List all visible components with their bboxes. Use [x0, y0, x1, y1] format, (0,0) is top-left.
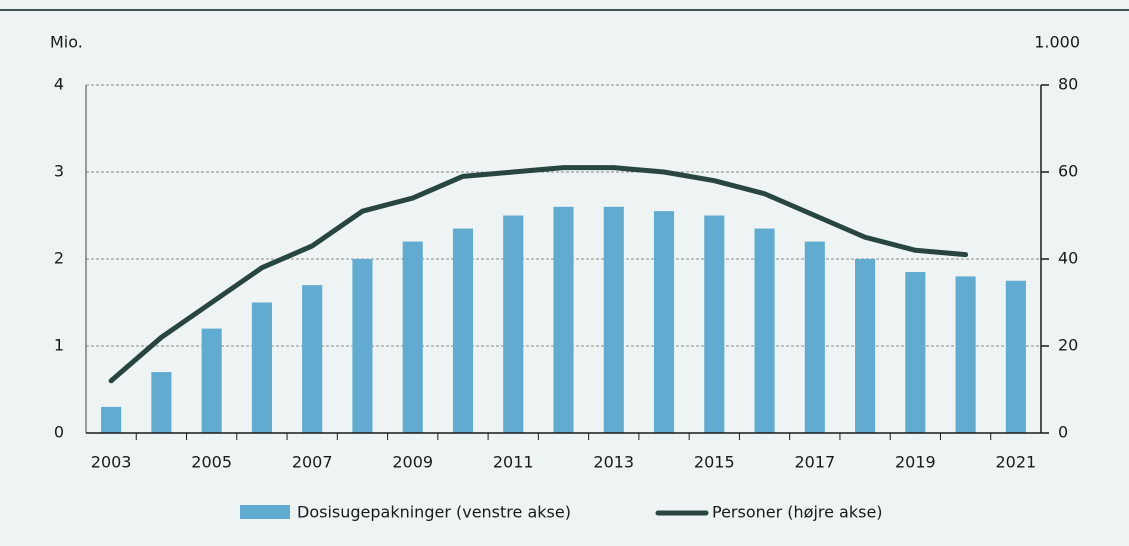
x-tick-label: 2015 — [694, 453, 735, 472]
bar — [804, 241, 825, 433]
line — [108, 165, 969, 384]
y2-tick-label: 80 — [1058, 75, 1078, 94]
x-tick-label: 2019 — [895, 453, 936, 472]
y2-axis-unit: 1.000 — [1034, 33, 1080, 52]
bar — [503, 215, 524, 433]
bar — [653, 211, 675, 433]
x-tick-label: 2005 — [191, 453, 232, 472]
y-tick-label: 0 — [54, 423, 64, 442]
bar — [1005, 280, 1026, 433]
bar — [754, 228, 775, 433]
y-tick-label: 2 — [54, 249, 64, 268]
bar — [402, 241, 423, 433]
y2-tick-label: 0 — [1058, 423, 1068, 442]
x-tick-label: 2011 — [493, 453, 534, 472]
bar — [251, 302, 272, 433]
bar — [151, 372, 172, 433]
x-tick-label: 2021 — [996, 453, 1037, 472]
bar — [704, 215, 725, 433]
bar — [452, 228, 474, 433]
bar — [352, 259, 373, 433]
bar — [955, 276, 976, 433]
bar — [855, 259, 876, 433]
x-tick-label: 2007 — [292, 453, 333, 472]
bar — [201, 328, 222, 433]
x-tick-label: 2017 — [794, 453, 835, 472]
bar — [603, 206, 624, 433]
x-tick-label: 2009 — [392, 453, 433, 472]
y-tick-label: 4 — [54, 75, 64, 94]
y2-tick-label: 40 — [1058, 249, 1078, 268]
y2-tick-label: 20 — [1058, 336, 1078, 355]
bar — [553, 206, 574, 433]
x-tick-label: 2013 — [593, 453, 634, 472]
y-tick-label: 1 — [54, 336, 64, 355]
bar — [101, 406, 122, 433]
bar — [905, 272, 926, 433]
x-tick-label: 2003 — [91, 453, 132, 472]
bar — [302, 285, 323, 433]
y-tick-label: 3 — [54, 162, 64, 181]
y2-tick-label: 60 — [1058, 162, 1078, 181]
legend-label: Dosisugepakninger (venstre akse) — [297, 503, 571, 522]
legend-swatch — [240, 505, 290, 519]
y-axis-unit: Mio. — [50, 33, 83, 52]
legend-label: Personer (højre akse) — [712, 503, 883, 522]
